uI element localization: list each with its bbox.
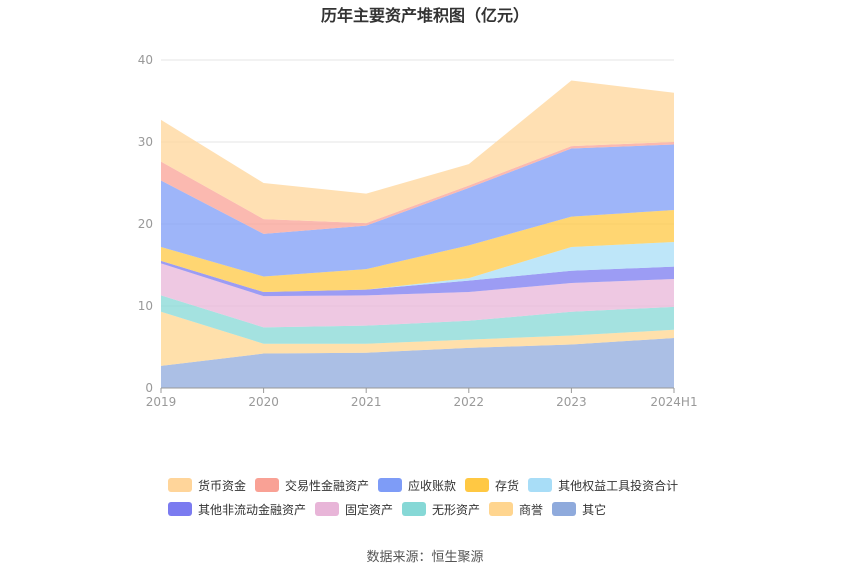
- x-tick-label: 2019: [146, 395, 177, 409]
- legend-item[interactable]: 其他权益工具投资合计: [528, 477, 678, 494]
- legend-item[interactable]: 应收账款: [378, 477, 456, 494]
- legend-swatch: [402, 502, 427, 516]
- y-tick-label: 20: [138, 217, 153, 231]
- data-source-note: 数据来源：恒生聚源: [366, 550, 484, 565]
- legend-label: 其他非流动金融资产: [198, 502, 307, 517]
- legend-label: 其它: [582, 502, 607, 517]
- x-tick-label: 2020: [248, 395, 279, 409]
- area-series-2: [161, 295, 674, 344]
- area-series-4: [161, 260, 674, 297]
- area-series-1: [161, 311, 674, 366]
- legend-swatch: [552, 502, 577, 516]
- y-tick-label: 10: [138, 299, 153, 313]
- area-series-6: [161, 210, 674, 293]
- legend: 货币资金 交易性金融资产 应收账款 存货 其他权益工具投资合计其他非流动金融资产 固定资产…: [168, 473, 728, 521]
- legend-item[interactable]: 交易性金融资产: [255, 477, 369, 494]
- legend-item[interactable]: 存货: [465, 477, 519, 494]
- area-series-group: [161, 80, 674, 388]
- legend-row: 其他非流动金融资产 固定资产 无形资产 商誉 其它: [168, 497, 728, 521]
- legend-swatch: [378, 478, 403, 492]
- legend-label: 应收账款: [408, 478, 457, 493]
- legend-label: 货币资金: [198, 478, 247, 493]
- legend-item[interactable]: 商誉: [489, 501, 543, 518]
- legend-item[interactable]: 无形资产: [402, 501, 480, 518]
- legend-swatch: [315, 502, 340, 516]
- legend-item[interactable]: 货币资金: [168, 477, 246, 494]
- area-series-7: [161, 144, 674, 277]
- legend-label: 存货: [495, 478, 520, 493]
- legend-swatch: [465, 478, 490, 492]
- axes: 0 10 20 30 40 2019 2020 2021 2022 2023 2024H1: [138, 53, 698, 409]
- x-tick-label: 2021: [351, 395, 382, 409]
- legend-label: 商誉: [519, 502, 544, 517]
- legend-label: 固定资产: [345, 502, 394, 517]
- y-tick-label: 30: [138, 135, 153, 149]
- legend-item[interactable]: 固定资产: [315, 501, 393, 518]
- y-tick-label: 0: [145, 381, 153, 395]
- area-series-3: [161, 263, 674, 328]
- legend-swatch: [528, 478, 553, 492]
- legend-swatch: [168, 502, 192, 516]
- legend-row: 货币资金 交易性金融资产 应收账款 存货 其他权益工具投资合计: [168, 473, 728, 497]
- legend-label: 交易性金融资产: [285, 478, 370, 493]
- area-series-9: [161, 80, 674, 224]
- x-tick-label: 2023: [556, 395, 587, 409]
- area-series-5: [161, 242, 674, 293]
- chart-title: 历年主要资产堆积图（亿元）: [320, 6, 529, 25]
- area-series-0: [161, 337, 674, 388]
- legend-swatch: [168, 478, 192, 492]
- legend-label: 其他权益工具投资合计: [558, 478, 679, 493]
- legend-item[interactable]: 其它: [552, 501, 606, 518]
- x-tick-label: 2024H1: [650, 395, 697, 409]
- x-tick-label: 2022: [454, 395, 485, 409]
- legend-label: 无形资产: [432, 502, 481, 517]
- y-tick-label: 40: [138, 53, 153, 67]
- legend-swatch: [489, 502, 514, 516]
- legend-swatch: [255, 478, 280, 492]
- legend-item[interactable]: 其他非流动金融资产: [168, 501, 306, 518]
